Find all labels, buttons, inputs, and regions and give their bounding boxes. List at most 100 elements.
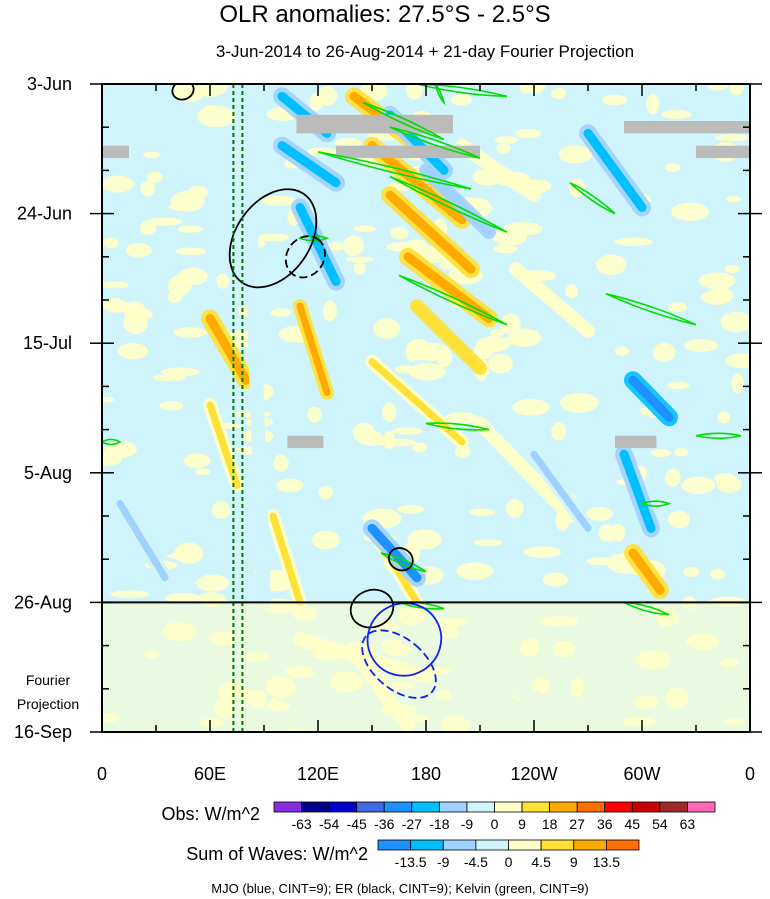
colorbar-swatch <box>475 839 509 851</box>
weak-anomaly-patch <box>716 475 742 493</box>
weak-anomaly-patch <box>610 523 626 542</box>
kelvin-contour <box>389 175 508 233</box>
weak-anomaly-patch <box>650 448 671 458</box>
weak-anomaly-patch <box>373 318 401 339</box>
colorbar-swatch <box>410 839 444 851</box>
weak-anomaly-patch <box>311 530 340 550</box>
kelvin-contour <box>623 601 670 616</box>
y-tick-label: 16-Sep <box>14 722 72 742</box>
x-tick-label: 0 <box>745 764 755 784</box>
colorbar-level-label: 4.5 <box>531 854 551 870</box>
weak-anomaly-patch <box>221 422 243 430</box>
weak-anomaly-patch <box>273 454 289 473</box>
weak-anomaly-patch <box>700 290 733 305</box>
weak-anomaly-patch <box>454 445 471 458</box>
colorbar-level-label: 0 <box>491 816 499 832</box>
weak-anomaly-patch <box>660 109 692 120</box>
y-tick-label: 15-Jul <box>23 333 72 353</box>
colorbar-level-label: -13.5 <box>395 854 427 870</box>
weak-anomaly-patch <box>667 381 690 390</box>
colorbar-swatch <box>411 801 440 813</box>
anomaly-streak-core <box>512 265 592 335</box>
missing-data-box <box>615 435 657 449</box>
x-tick-label: 120W <box>510 764 557 784</box>
weak-anomaly-patch <box>139 220 157 235</box>
plot-area <box>102 84 750 732</box>
kelvin-contour <box>102 438 122 446</box>
colorbar-swatch <box>687 801 716 813</box>
weak-anomaly-patch <box>197 105 236 128</box>
weak-anomaly-patch <box>276 478 304 493</box>
weak-anomaly-patch <box>307 406 322 423</box>
colorbar-level-label: 0 <box>505 854 513 870</box>
weak-anomaly-patch <box>731 373 745 394</box>
weak-anomaly-patch <box>683 567 700 578</box>
kelvin-contour <box>362 101 445 141</box>
colorbar-level-label: 9 <box>518 816 526 832</box>
weak-anomaly-patch <box>558 145 593 164</box>
kelvin-contour <box>639 500 672 507</box>
weak-anomaly-patch <box>204 105 219 112</box>
missing-data-box <box>624 121 750 134</box>
er-contour <box>349 588 395 629</box>
anomaly-streak-core <box>269 512 304 606</box>
weak-anomaly-patch <box>345 256 375 263</box>
weak-anomaly-patch <box>318 485 333 500</box>
anomaly-streak-core <box>295 202 341 286</box>
weak-anomaly-patch <box>698 272 736 290</box>
weak-anomaly-patch <box>683 339 719 352</box>
colorbar-level-label: 27 <box>569 816 585 832</box>
kelvin-contour <box>389 126 481 159</box>
weak-anomaly-patch <box>515 128 542 139</box>
weak-anomaly-patch <box>256 233 290 242</box>
weak-anomaly-patch <box>559 392 599 413</box>
weak-anomaly-patch <box>674 448 689 457</box>
weak-anomaly-patch <box>170 190 205 212</box>
colorbar-swatch <box>604 801 633 813</box>
colorbar-swatch <box>442 839 477 851</box>
weak-anomaly-patch <box>500 313 521 335</box>
weak-anomaly-patch <box>152 374 186 382</box>
weak-anomaly-patch <box>493 244 518 254</box>
colorbar-level-label: 13.5 <box>593 854 620 870</box>
weak-anomaly-patch <box>382 430 396 450</box>
kelvin-contour <box>605 293 697 326</box>
kelvin-contour <box>695 432 742 440</box>
colorbar-swatch <box>631 801 661 813</box>
anomaly-streak-core <box>413 302 484 372</box>
weak-anomaly-patch <box>117 342 149 360</box>
weak-anomaly-patch <box>140 180 156 197</box>
x-tick-label: 120E <box>297 764 339 784</box>
obs-colorbar: -63 -54 -45 -36 -27 -18 -9 0 9 18 27 36 45 54 63 <box>273 801 716 832</box>
weak-anomaly-patch <box>409 362 446 381</box>
weak-anomaly-patch <box>322 300 338 322</box>
anomaly-streak-core <box>368 358 466 446</box>
colorbar-level-label: -45 <box>347 816 367 832</box>
chart-subtitle: 3-Jun-2014 to 26-Aug-2014 + 21-day Fouri… <box>216 42 634 61</box>
weak-anomaly-patch <box>406 339 432 361</box>
weak-anomaly-patch <box>142 151 160 159</box>
anomaly-streak-core <box>367 523 422 583</box>
weak-anomaly-patch <box>382 402 397 423</box>
missing-data-box <box>287 435 324 449</box>
colorbar-swatch <box>521 801 551 813</box>
weak-anomaly-patch <box>216 273 230 289</box>
weak-anomaly-patch <box>710 568 726 580</box>
colorbar-swatch <box>605 839 640 851</box>
obs-colorbar-label: Obs: W/m^2 <box>162 804 260 824</box>
kelvin-contour <box>569 182 616 215</box>
weak-anomaly-patch <box>444 412 478 424</box>
mjo-contour <box>361 629 437 699</box>
weak-anomaly-patch <box>729 84 744 96</box>
weak-anomaly-patch <box>397 504 425 514</box>
weak-anomaly-patch <box>260 195 297 207</box>
chart-title: OLR anomalies: 27.5°S - 2.5°S <box>219 1 550 28</box>
colorbar-swatch <box>273 801 302 813</box>
anomaly-streak-core <box>476 419 574 520</box>
colorbar-level-label: -36 <box>374 816 394 832</box>
weak-anomaly-patch <box>406 84 423 100</box>
weak-anomaly-patch <box>520 84 546 92</box>
weak-anomaly-patch <box>456 562 494 580</box>
anomaly-streak-core <box>628 548 665 595</box>
